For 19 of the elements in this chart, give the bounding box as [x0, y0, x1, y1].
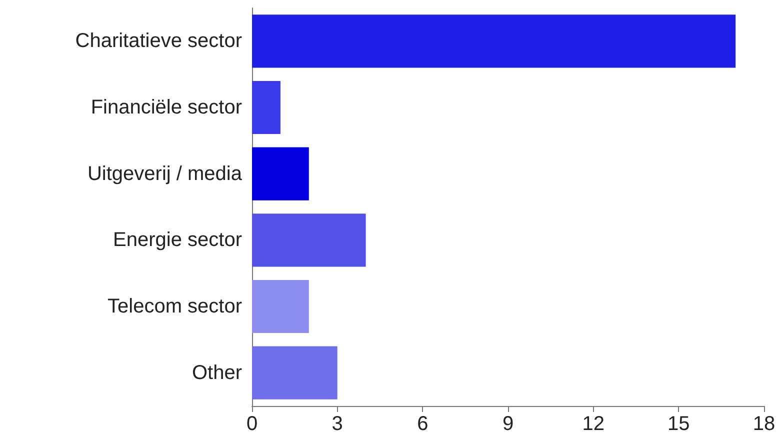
y-tick-label: Other [192, 362, 242, 384]
x-tick-label: 0 [246, 413, 258, 435]
bar [252, 80, 280, 134]
y-tick-label: Uitgeverij / media [87, 162, 243, 185]
y-tick-label: Charitatieve sector [75, 30, 242, 52]
bar [252, 147, 309, 200]
x-tick-label: 3 [332, 413, 343, 435]
y-tick-label: Telecom sector [108, 296, 242, 318]
x-tick-label: 12 [582, 413, 604, 435]
x-tick-label: 6 [417, 413, 428, 435]
x-tick-label: 9 [502, 413, 514, 435]
x-tick-label: 15 [668, 413, 690, 435]
y-tick-label: Financiële sector [90, 96, 242, 118]
y-tick-label: Energie sector [113, 229, 242, 252]
x-tick-label: 18 [752, 413, 776, 435]
bar [252, 214, 366, 267]
bar [252, 346, 338, 400]
bar [252, 14, 736, 68]
bar [252, 280, 309, 334]
